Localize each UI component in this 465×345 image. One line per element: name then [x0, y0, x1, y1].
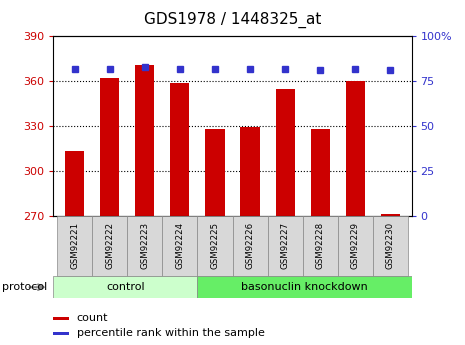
Bar [135, 65, 154, 216]
Bar [240, 127, 260, 216]
Bar [345, 81, 365, 216]
Text: GSM92228: GSM92228 [316, 222, 325, 269]
Bar [53, 276, 198, 298]
Bar [338, 216, 373, 276]
Text: percentile rank within the sample: percentile rank within the sample [77, 328, 265, 338]
Bar [275, 89, 295, 216]
Text: GSM92227: GSM92227 [281, 222, 290, 269]
Bar [127, 216, 162, 276]
Text: control: control [106, 282, 145, 292]
Text: GSM92224: GSM92224 [175, 222, 184, 269]
Bar [205, 129, 225, 216]
Text: GSM92230: GSM92230 [386, 222, 395, 269]
Bar [373, 216, 408, 276]
Bar [267, 216, 303, 276]
Bar [381, 214, 400, 216]
Text: GSM92229: GSM92229 [351, 222, 360, 269]
Text: GSM92221: GSM92221 [70, 222, 79, 269]
Bar [232, 216, 267, 276]
Text: GDS1978 / 1448325_at: GDS1978 / 1448325_at [144, 12, 321, 28]
Bar [65, 151, 84, 216]
Bar [100, 78, 120, 216]
Bar [92, 216, 127, 276]
Bar [57, 216, 92, 276]
Text: basonuclin knockdown: basonuclin knockdown [241, 282, 368, 292]
Bar [198, 216, 232, 276]
Text: GSM92226: GSM92226 [246, 222, 254, 269]
Text: GSM92222: GSM92222 [105, 222, 114, 269]
Text: GSM92223: GSM92223 [140, 222, 149, 269]
Bar [170, 82, 190, 216]
Bar [311, 129, 330, 216]
Text: count: count [77, 313, 108, 323]
Bar [303, 216, 338, 276]
Bar [53, 332, 69, 335]
Text: GSM92225: GSM92225 [211, 222, 219, 269]
Bar [162, 216, 198, 276]
Bar [53, 316, 69, 319]
Text: protocol: protocol [2, 282, 47, 292]
Bar [198, 276, 412, 298]
